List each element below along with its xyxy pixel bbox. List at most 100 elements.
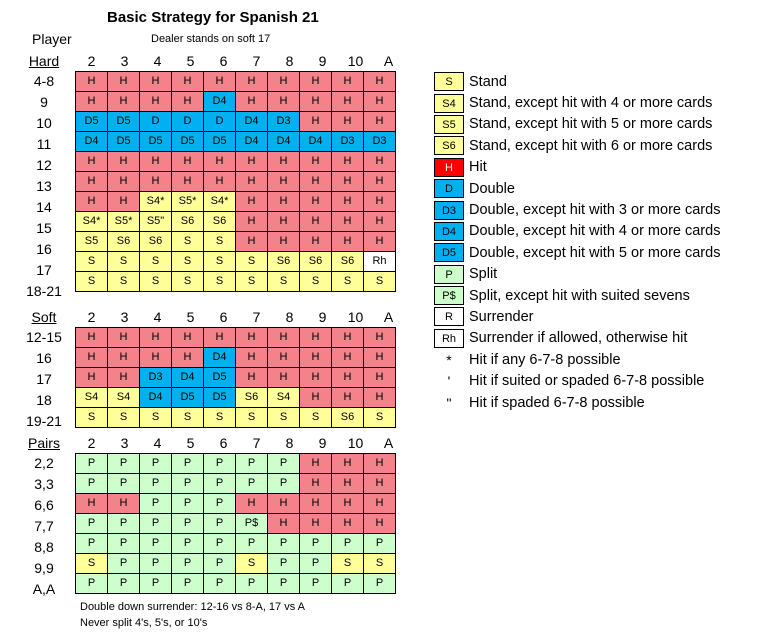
strategy-cell: S bbox=[299, 407, 332, 428]
strategy-cell: S bbox=[171, 251, 204, 272]
legend-swatch: S bbox=[434, 72, 464, 92]
strategy-cell: S bbox=[363, 407, 396, 428]
strategy-cell: H bbox=[299, 211, 332, 232]
strategy-cell: H bbox=[331, 231, 364, 252]
strategy-cell: H bbox=[331, 493, 364, 514]
legend-description: Split, except hit with suited sevens bbox=[469, 287, 690, 304]
strategy-cell: P bbox=[203, 533, 236, 554]
legend-swatch: P bbox=[434, 264, 464, 284]
strategy-cell: H bbox=[331, 473, 364, 494]
strategy-cell: P bbox=[75, 513, 108, 534]
strategy-cell: H bbox=[331, 151, 364, 172]
strategy-cell: S bbox=[75, 271, 108, 292]
strategy-cell: H bbox=[235, 191, 268, 212]
strategy-cell: H bbox=[363, 493, 396, 514]
player-hand-label: 6,6 bbox=[34, 497, 54, 513]
strategy-cell: P bbox=[139, 513, 172, 534]
strategy-cell: S bbox=[203, 231, 236, 252]
strategy-cell: P bbox=[267, 533, 300, 554]
player-hand-label: 7,7 bbox=[34, 518, 54, 534]
player-hand-labels-pairs: 2,2 3,3 6,6 7,7 8,8 9,9 A,A bbox=[14, 453, 74, 600]
strategy-cell: D5 bbox=[171, 387, 204, 408]
player-hand-label: 11 bbox=[36, 136, 52, 152]
table-row: D5 D5 D D D D4 D3 H H H bbox=[75, 111, 396, 132]
strategy-cell: S bbox=[107, 407, 140, 428]
table-row: H H D3 D4 D5 H H H H H bbox=[75, 367, 396, 388]
note-symbol: * bbox=[446, 351, 452, 368]
strategy-cell: P bbox=[203, 453, 236, 474]
strategy-cell: P bbox=[171, 573, 204, 594]
strategy-cell: D4 bbox=[75, 131, 108, 152]
strategy-cell: H bbox=[235, 71, 268, 92]
legend-swatch: D3 bbox=[434, 200, 464, 220]
strategy-cell: D bbox=[171, 111, 204, 132]
dealer-card-pairs: 4 bbox=[153, 435, 162, 451]
strategy-cell: H bbox=[299, 171, 332, 192]
strategy-cell: H bbox=[203, 327, 236, 348]
strategy-cell: S6 bbox=[171, 211, 204, 232]
dealer-card-soft: 3 bbox=[120, 309, 129, 325]
dealer-card-soft: A bbox=[383, 309, 394, 325]
strategy-cell: P bbox=[107, 473, 140, 494]
strategy-cell: H bbox=[363, 91, 396, 112]
strategy-cell: H bbox=[235, 367, 268, 388]
strategy-cell: D4 bbox=[203, 91, 236, 112]
strategy-cell: H bbox=[235, 171, 268, 192]
strategy-cell: P bbox=[235, 533, 268, 554]
strategy-cell: S6 bbox=[331, 407, 364, 428]
legend-swatch: S5 bbox=[434, 114, 464, 134]
strategy-cell: S6 bbox=[139, 231, 172, 252]
player-hand-label: 18-21 bbox=[26, 283, 62, 299]
strategy-cell: P bbox=[139, 493, 172, 514]
dealer-card-hard: A bbox=[383, 53, 394, 69]
table-row: S4 S4 D4 D5 D5 S6 S4 H H H bbox=[75, 387, 396, 408]
strategy-cell: S bbox=[107, 271, 140, 292]
table-row: H H H H D4 H H H H H bbox=[75, 347, 396, 368]
strategy-cell: H bbox=[75, 171, 108, 192]
strategy-cell: S6 bbox=[331, 251, 364, 272]
strategy-cell: H bbox=[235, 151, 268, 172]
strategy-cell: H bbox=[171, 347, 204, 368]
strategy-cell: H bbox=[75, 71, 108, 92]
strategy-cell: P bbox=[171, 493, 204, 514]
player-hand-label: 12 bbox=[36, 157, 52, 173]
legend-item: P Split bbox=[434, 264, 720, 285]
dealer-card-pairs: 3 bbox=[120, 435, 129, 451]
strategy-cell: S bbox=[171, 407, 204, 428]
strategy-cell: P bbox=[203, 553, 236, 574]
player-hand-label: 16 bbox=[36, 350, 52, 366]
note-description: Hit if any 6-7-8 possible bbox=[469, 351, 621, 368]
player-hand-label: 2,2 bbox=[34, 455, 54, 471]
dealer-card-soft: 5 bbox=[186, 309, 195, 325]
strategy-cell: H bbox=[299, 387, 332, 408]
player-hand-label: 15 bbox=[36, 220, 52, 236]
strategy-cell: H bbox=[331, 327, 364, 348]
strategy-cell: S bbox=[363, 271, 396, 292]
player-hand-label: 3,3 bbox=[34, 476, 54, 492]
strategy-cell: D5 bbox=[107, 111, 140, 132]
strategy-cell: H bbox=[235, 347, 268, 368]
strategy-cell: H bbox=[107, 151, 140, 172]
strategy-cell: P bbox=[139, 573, 172, 594]
strategy-cell: H bbox=[299, 231, 332, 252]
strategy-cell: H bbox=[171, 91, 204, 112]
strategy-cell: H bbox=[139, 91, 172, 112]
player-hand-label: 9,9 bbox=[34, 560, 54, 576]
strategy-cell: H bbox=[363, 211, 396, 232]
dealer-card-pairs: 6 bbox=[219, 435, 228, 451]
strategy-cell: H bbox=[235, 493, 268, 514]
strategy-cell: S bbox=[267, 407, 300, 428]
strategy-cell: H bbox=[267, 513, 300, 534]
strategy-cell: S6 bbox=[203, 211, 236, 232]
dealer-card-pairs: 9 bbox=[318, 435, 327, 451]
strategy-cell: S bbox=[75, 407, 108, 428]
strategy-cell: S4 bbox=[75, 387, 108, 408]
strategy-cell: H bbox=[267, 171, 300, 192]
player-hand-labels-hard: 4-8 9 10 11 12 13 14 15 16 17 18-21 bbox=[14, 71, 74, 302]
strategy-cell: P bbox=[171, 553, 204, 574]
dealer-card-soft: 4 bbox=[153, 309, 162, 325]
strategy-cell: H bbox=[75, 493, 108, 514]
